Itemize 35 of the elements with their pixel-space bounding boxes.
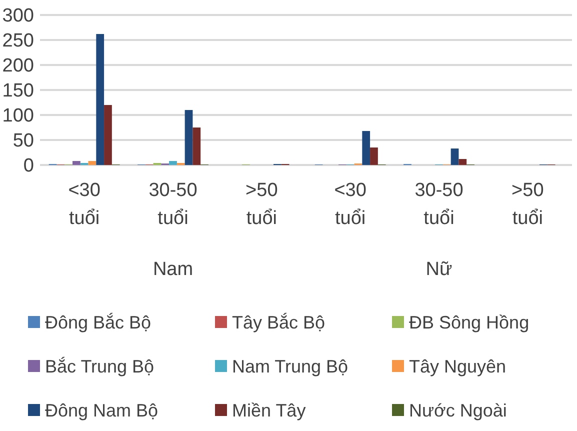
legend-label: Bắc Trung Bộ: [45, 356, 154, 376]
y-tick-label: 250: [2, 30, 34, 52]
bar: [192, 128, 201, 165]
bar: [96, 34, 104, 165]
bar: [104, 105, 112, 165]
text: Nữ: [426, 259, 452, 280]
y-tick-label: 150: [2, 80, 34, 102]
bar: [184, 110, 193, 165]
y-tick-label: 100: [2, 106, 34, 127]
x-tick-label: <30 tuổi: [334, 180, 366, 229]
x-tick-label: <30 tuổi: [68, 180, 100, 229]
x-tick-label: 30-50 tuổi: [148, 180, 198, 229]
legend-label: Đông Nam Bộ: [45, 400, 158, 420]
bar: [169, 161, 177, 165]
legend-label: Tây Nguyên: [409, 356, 506, 376]
x-tick-label: >50 tuổi: [512, 180, 544, 229]
legend-label: Nước Ngoài: [409, 400, 507, 420]
bar: [370, 148, 378, 165]
legend-label: Đông Bắc Bộ: [45, 312, 152, 332]
legend-label: ĐB Sông Hồng: [409, 312, 530, 332]
bar: [458, 159, 467, 165]
legend-label: Nam Trung Bộ: [232, 356, 348, 376]
legend-label: Miền Tây: [232, 400, 306, 420]
y-tick-label: 0: [23, 156, 34, 177]
bar: [362, 131, 370, 165]
y-tick-label: 200: [2, 56, 34, 77]
x-tick-label: 30-50 tuổi: [414, 180, 464, 229]
bar: [88, 161, 96, 165]
y-tick-label: 300: [2, 6, 34, 27]
y-tick-label: 50: [12, 130, 34, 152]
x-tick-label: >50 tuổi: [246, 180, 278, 229]
bar: [450, 148, 459, 165]
bar: [72, 161, 80, 165]
text: Nam: [152, 259, 194, 280]
legend-label: Tây Bắc Bộ: [232, 312, 326, 332]
